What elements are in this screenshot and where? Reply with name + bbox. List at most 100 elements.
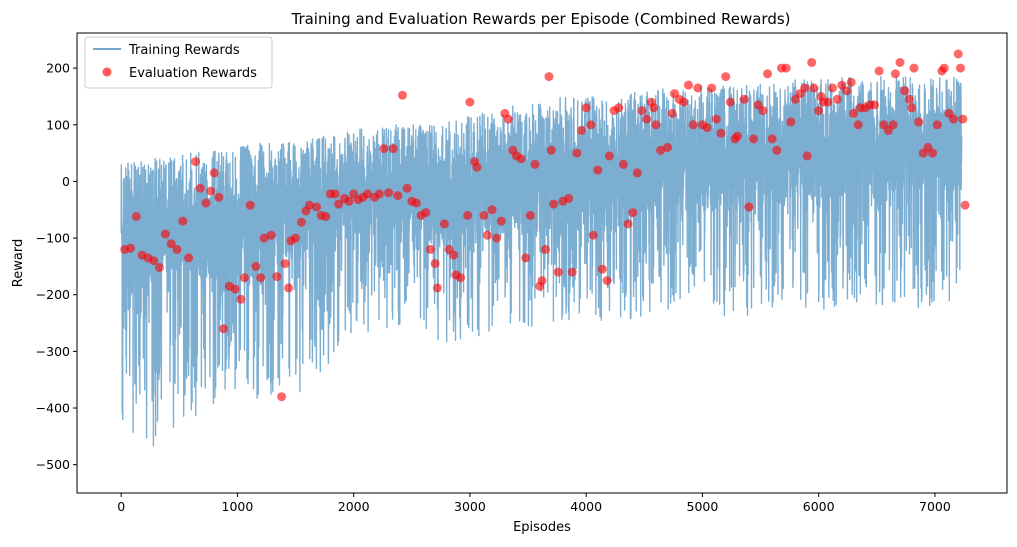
evaluation-point <box>849 108 858 118</box>
evaluation-point <box>656 145 666 155</box>
evaluation-point <box>465 97 475 107</box>
evaluation-point <box>725 97 735 107</box>
evaluation-point <box>206 186 216 196</box>
plot-frame <box>76 32 1008 494</box>
legend: Training Rewards Evaluation Rewards <box>84 36 273 89</box>
evaluation-point <box>684 80 693 90</box>
evaluation-point <box>577 125 586 135</box>
evaluation-point <box>503 114 513 124</box>
evaluation-point <box>663 142 672 152</box>
evaluation-point <box>184 253 194 263</box>
evaluation-point <box>266 230 276 240</box>
evaluation-point <box>239 273 249 283</box>
evaluation-point <box>928 148 938 158</box>
evaluation-point <box>525 210 535 220</box>
y-axis-label: Reward <box>11 239 26 287</box>
plot-area <box>120 49 970 447</box>
evaluation-point <box>312 202 321 212</box>
y-tick-label: 200 <box>46 61 70 76</box>
evaluation-point <box>305 200 314 210</box>
legend-box <box>84 36 273 89</box>
evaluation-point <box>597 264 607 274</box>
evaluation-point <box>567 267 577 277</box>
evaluation-point <box>707 83 717 93</box>
evaluation-point <box>888 120 898 130</box>
evaluation-point <box>842 86 852 96</box>
evaluation-point <box>330 189 340 199</box>
evaluation-point <box>537 276 547 286</box>
evaluation-point <box>245 200 255 210</box>
legend-label-training: Training Rewards <box>128 43 240 58</box>
evaluation-point <box>721 72 731 82</box>
evaluation-point <box>688 120 698 130</box>
evaluation-point <box>874 66 884 76</box>
evaluation-point <box>932 120 942 130</box>
evaluation-point <box>953 49 963 59</box>
evaluation-point <box>456 273 466 283</box>
y-tick-label: 0 <box>62 174 70 189</box>
evaluation-point <box>131 212 141 221</box>
evaluation-point <box>588 230 598 240</box>
evaluation-point <box>900 86 910 96</box>
evaluation-point <box>321 212 331 221</box>
evaluation-point <box>623 219 633 229</box>
evaluation-point <box>642 114 652 124</box>
x-tick-label: 1000 <box>222 499 254 514</box>
evaluation-point <box>521 253 531 263</box>
evaluation-point <box>425 244 435 254</box>
x-tick-label: 3000 <box>454 499 486 514</box>
evaluation-point <box>809 83 819 93</box>
evaluation-point <box>781 63 791 73</box>
evaluation-point <box>939 63 949 73</box>
x-tick-label: 0 <box>117 499 125 514</box>
evaluation-point <box>546 145 556 155</box>
evaluation-point <box>800 83 810 93</box>
evaluation-point <box>651 120 661 130</box>
evaluation-point <box>379 144 389 154</box>
evaluation-point <box>802 151 812 161</box>
evaluation-point <box>846 77 856 87</box>
evaluation-point <box>430 259 440 269</box>
evaluation-point <box>492 233 502 243</box>
evaluation-point <box>230 284 240 294</box>
evaluation-point <box>853 120 863 130</box>
evaluation-point <box>209 168 219 178</box>
legend-marker-swatch <box>102 67 112 77</box>
evaluation-point <box>363 189 373 199</box>
evaluation-point <box>411 198 421 208</box>
evaluation-point <box>432 283 442 293</box>
evaluation-point <box>711 114 721 124</box>
evaluation-point <box>214 192 224 202</box>
evaluation-point <box>541 244 550 254</box>
evaluation-point <box>828 83 838 93</box>
evaluation-point <box>767 134 777 144</box>
evaluation-point <box>763 69 772 79</box>
evaluation-point <box>277 392 287 402</box>
evaluation-point <box>807 58 817 67</box>
x-tick-label: 5000 <box>687 499 719 514</box>
evaluation-point <box>732 131 742 141</box>
evaluation-point <box>614 103 624 113</box>
x-axis-label: Episodes <box>513 520 571 535</box>
evaluation-point <box>956 63 965 73</box>
evaluation-point <box>251 261 261 271</box>
evaluation-point <box>160 229 170 239</box>
evaluation-point <box>832 94 842 104</box>
evaluation-point <box>637 106 647 116</box>
y-tick-label: −300 <box>36 344 70 359</box>
evaluation-point <box>126 243 135 253</box>
evaluation-point <box>149 256 159 266</box>
x-tick-label: 4000 <box>570 499 602 514</box>
evaluation-point <box>553 267 563 277</box>
evaluation-point <box>166 239 176 249</box>
evaluation-point <box>667 108 677 118</box>
evaluation-point <box>487 205 497 215</box>
evaluation-point <box>195 183 205 193</box>
evaluation-point <box>716 128 726 138</box>
evaluation-point <box>219 324 228 334</box>
evaluation-point <box>895 58 905 67</box>
evaluation-point <box>172 244 182 254</box>
evaluation-point <box>693 83 703 93</box>
evaluation-point <box>256 273 266 283</box>
